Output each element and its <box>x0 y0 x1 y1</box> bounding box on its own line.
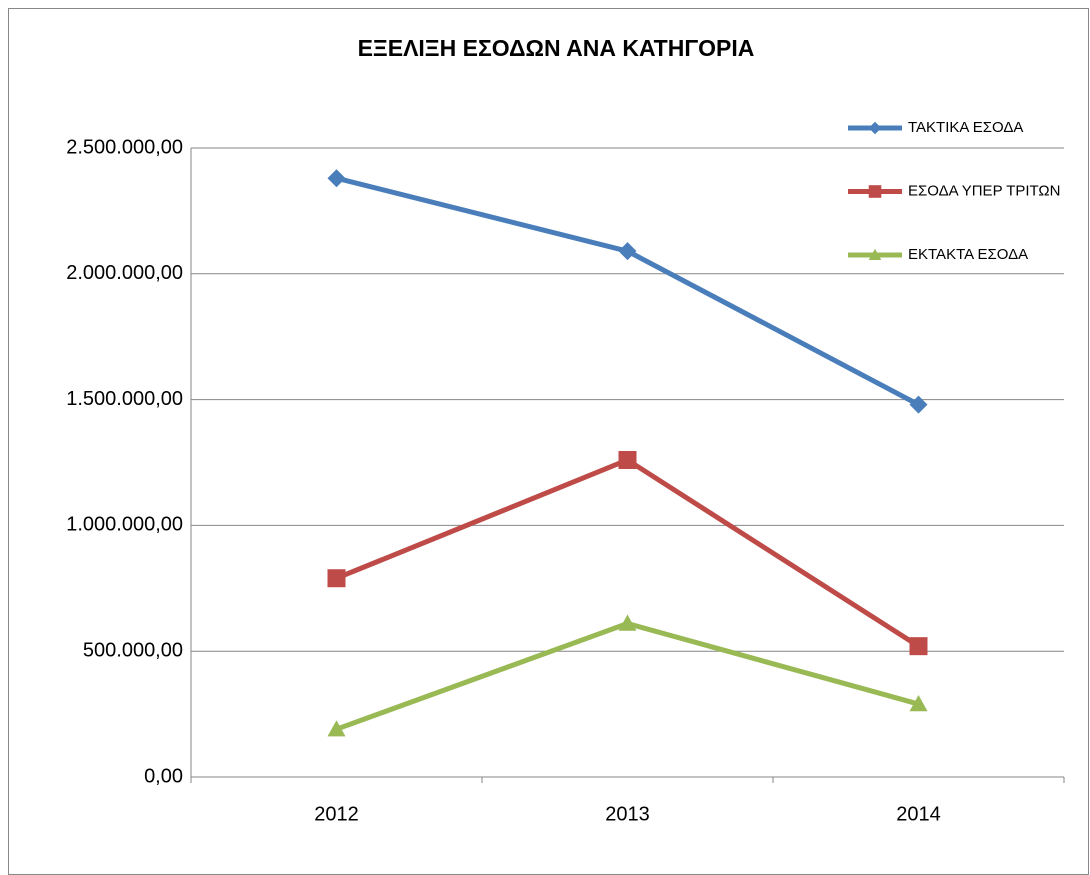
chart-title: ΕΞΕΛΙΞΗ ΕΣΟΔΩΝ ΑΝΑ ΚΑΤΗΓΟΡΙΑ <box>358 35 755 61</box>
y-tick-label: 0,00 <box>144 765 183 787</box>
y-tick-label: 2.000.000,00 <box>66 262 183 284</box>
legend-marker <box>868 248 882 261</box>
data-point <box>909 695 928 712</box>
x-tick-label: 2012 <box>314 803 359 825</box>
data-point <box>909 637 928 656</box>
x-tick-label: 2013 <box>605 803 650 825</box>
data-point <box>909 395 928 414</box>
y-tick-label: 1.000.000,00 <box>66 514 183 536</box>
data-point <box>327 169 346 188</box>
legend-marker <box>868 185 882 198</box>
legend-label: ΕΣΟΔΑ ΥΠΕΡ ΤΡΙΤΩΝ <box>908 182 1060 199</box>
y-tick-label: 500.000,00 <box>83 639 183 661</box>
y-tick-label: 2.500.000,00 <box>66 136 183 158</box>
legend-label: ΤΑΚΤΙΚΑ ΕΣΟΔΑ <box>908 119 1023 136</box>
data-point <box>618 242 637 261</box>
data-point <box>618 614 637 631</box>
x-tick-label: 2014 <box>896 803 941 825</box>
data-point <box>327 720 346 737</box>
legend-label: ΕΚΤΑΚΤΑ ΕΣΟΔΑ <box>908 246 1028 263</box>
data-point <box>327 569 346 588</box>
y-tick-label: 1.500.000,00 <box>66 388 183 410</box>
data-point <box>618 450 637 469</box>
chart-border <box>8 8 1089 875</box>
